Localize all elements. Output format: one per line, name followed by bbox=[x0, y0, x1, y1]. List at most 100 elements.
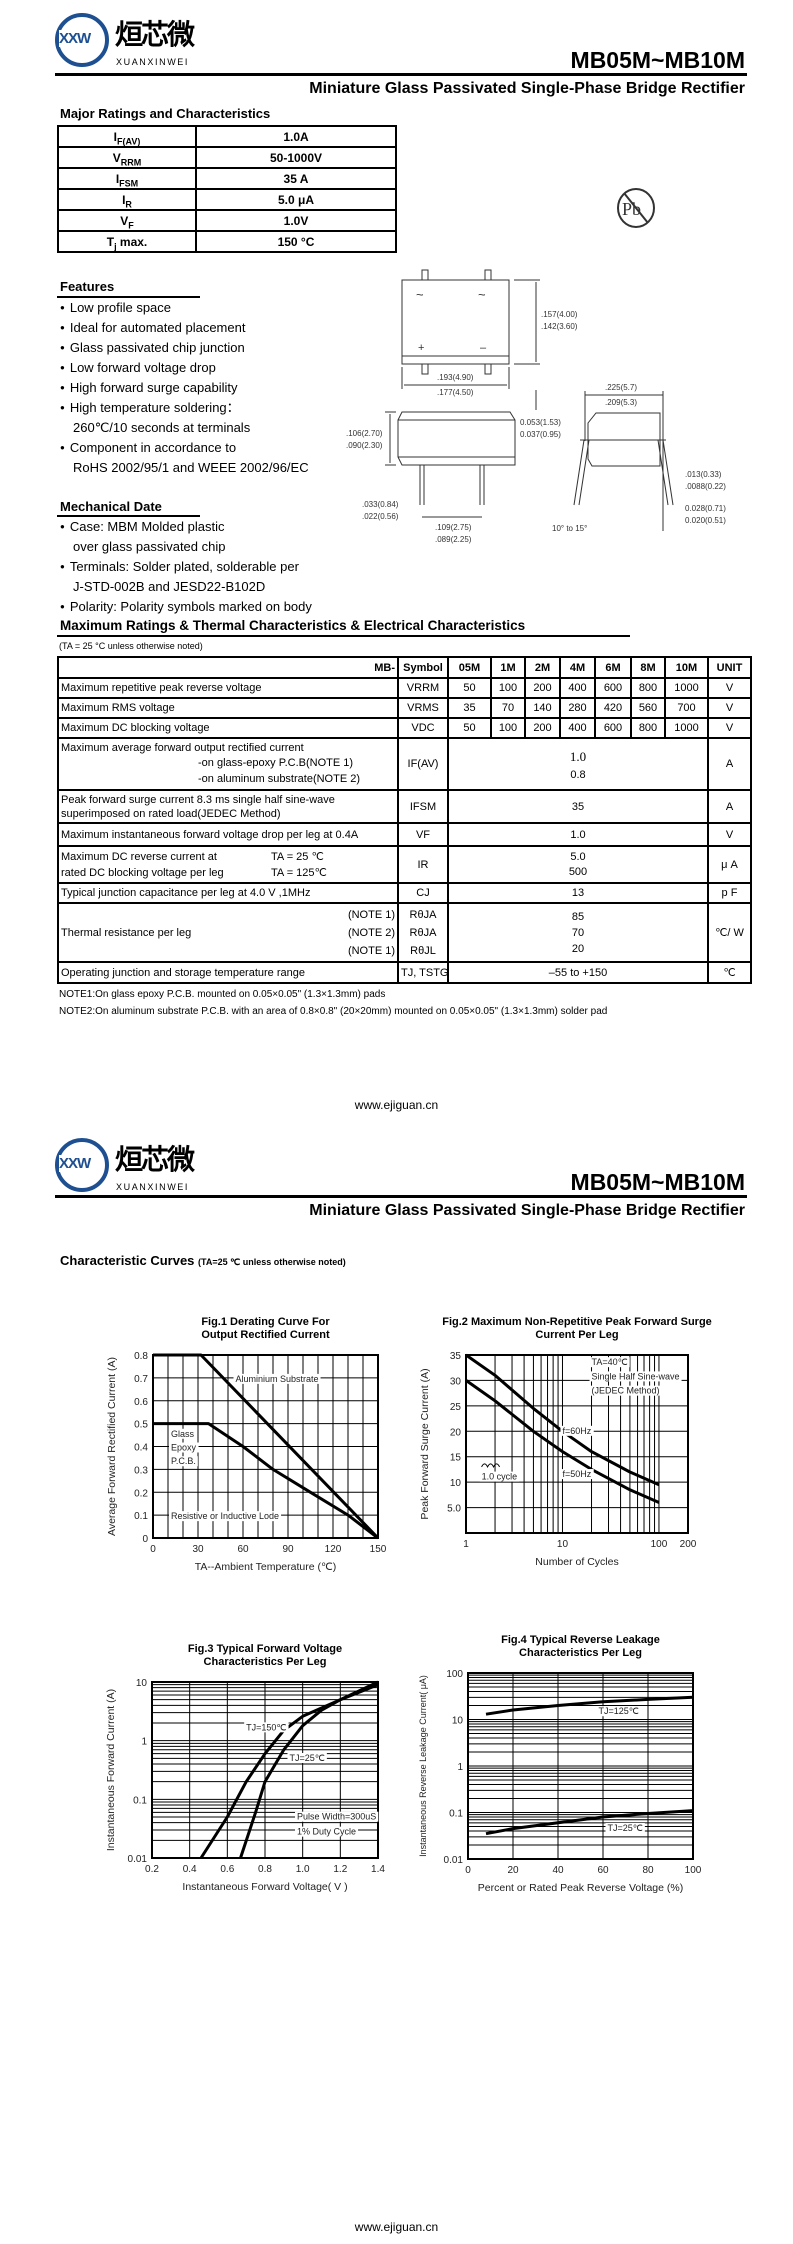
y-axis-label: Instantaneous Reverse Leakage Current( μ… bbox=[418, 1675, 428, 1857]
value-cell: 800 bbox=[630, 677, 666, 699]
value-cell: 1.0 0.8 bbox=[447, 737, 709, 791]
label-background bbox=[169, 1456, 198, 1467]
dim-standoff-min: 0.037(0.95) bbox=[520, 430, 561, 439]
footer-link[interactable]: www.ejiguan.cn bbox=[354, 2220, 439, 2234]
annotation-glass: Glass bbox=[171, 1429, 195, 1439]
logo-mark: XXW bbox=[59, 1155, 91, 1172]
mechanical-list: Case: MBM Molded plastic over glass pass… bbox=[60, 517, 312, 617]
x-tick-label: 0 bbox=[150, 1544, 156, 1555]
y-tick-label: 0.1 bbox=[133, 1795, 147, 1806]
electrical-characteristics-table: MB- Symbol 05M 1M 2M 4M 6M 8M 10M UNIT Maximum re… bbox=[57, 656, 752, 984]
fig4-reverse-leakage-chart: Fig.4 Typical Reverse LeakageCharacteris… bbox=[418, 1634, 702, 1894]
dim-height-min: .142(3.60) bbox=[541, 322, 578, 331]
major-row: Tj max. 150 °C bbox=[57, 230, 397, 253]
header-rule bbox=[55, 73, 747, 76]
major-row: IFSM 35 A bbox=[57, 167, 397, 190]
annotation-sine: Single Half Sine-wave bbox=[592, 1371, 680, 1381]
value-cell: 200 bbox=[524, 677, 561, 699]
y-tick-label: 10 bbox=[450, 1478, 462, 1489]
unit-cell: V bbox=[707, 697, 752, 719]
x-tick-label: 60 bbox=[237, 1544, 249, 1555]
y-axis-label: Instantaneous Forward Current (A) bbox=[105, 1689, 117, 1851]
x-tick-label: 1.4 bbox=[371, 1864, 385, 1875]
value-cell: 600 bbox=[594, 677, 632, 699]
unit-cell: μ A bbox=[707, 845, 752, 884]
y-tick-label: 0.2 bbox=[134, 1488, 148, 1499]
dim-lead-min: 0.020(0.51) bbox=[685, 516, 726, 525]
x-tick-label: 1 bbox=[463, 1539, 469, 1550]
unit-cell: ℃/ W bbox=[707, 902, 752, 963]
column-header: 1M bbox=[490, 656, 526, 679]
value-cell: 70 bbox=[490, 697, 526, 719]
logo-circle-icon bbox=[55, 13, 109, 67]
table-row: Maximum repetitive peak reverse voltage V… bbox=[57, 677, 752, 699]
row-subdescription: -on glass-epoxy P.C.B(NOTE 1) bbox=[198, 757, 354, 769]
feature-item: Ideal for automated placement bbox=[60, 318, 309, 338]
feature-item: High forward surge capability bbox=[60, 378, 309, 398]
symbol-cell: VF bbox=[397, 822, 449, 847]
value-cell: 280 bbox=[559, 697, 596, 719]
value-cell: 1000 bbox=[664, 717, 709, 739]
value-cell: –55 to +150 bbox=[447, 961, 709, 984]
label-background bbox=[287, 1753, 327, 1764]
svg-text:Pb: Pb bbox=[622, 199, 641, 219]
value-cell: 1.0A bbox=[195, 125, 397, 148]
header-rule bbox=[55, 1195, 747, 1198]
value-cell: 1.0V bbox=[195, 209, 397, 232]
label-background bbox=[596, 1706, 641, 1717]
label-background bbox=[169, 1428, 197, 1439]
y-tick-label: 0.7 bbox=[134, 1374, 148, 1385]
unit-cell: A bbox=[707, 789, 752, 824]
row-description: Maximum average forward output rectified… bbox=[61, 742, 304, 754]
series-label-150c: TJ=150℃ bbox=[246, 1722, 286, 1732]
company-logo: XXW 烜芯微 XUANXINWEI bbox=[55, 13, 225, 71]
feature-item: Low forward voltage drop bbox=[60, 358, 309, 378]
x-tick-label: 80 bbox=[642, 1865, 654, 1876]
major-row: IF(AV) 1.0A bbox=[57, 125, 397, 148]
x-tick-label: 120 bbox=[325, 1544, 342, 1555]
value-cell: 100 bbox=[490, 677, 526, 699]
mechanical-item: Polarity: Polarity symbols marked on bod… bbox=[60, 597, 312, 617]
y-tick-label: 0.8 bbox=[134, 1351, 148, 1362]
symbol-cell: Tj max. bbox=[57, 230, 197, 253]
dim-lead-width-max: .033(0.84) bbox=[362, 500, 399, 509]
annotation-jedec: (JEDEC Method) bbox=[592, 1386, 660, 1396]
logo-english: XUANXINWEI bbox=[116, 57, 190, 67]
chart-title-line2: Characteristics Per Leg bbox=[519, 1647, 642, 1659]
value-cell: 150 °C bbox=[195, 230, 397, 253]
symbol-cell: IF(AV) bbox=[397, 737, 449, 791]
max-ratings-underline bbox=[57, 635, 630, 637]
y-tick-label: 10 bbox=[136, 1678, 148, 1689]
dim-height-max: .157(4.00) bbox=[541, 310, 578, 319]
value-cell: 100 bbox=[490, 717, 526, 739]
value-cell: 35 bbox=[447, 697, 492, 719]
annotation-load: Resistive or Inductive Lode bbox=[171, 1511, 279, 1521]
series-label-25c: TJ=25℃ bbox=[289, 1753, 324, 1763]
table-row: Maximum instantaneous forward voltage dr… bbox=[57, 822, 752, 847]
annotation-pulse: Pulse Width=300uS bbox=[297, 1812, 376, 1822]
x-tick-label: 30 bbox=[192, 1544, 204, 1555]
feature-item: High temperature soldering： bbox=[60, 398, 309, 418]
column-header: 10M bbox=[664, 656, 709, 679]
mechanical-item: Case: MBM Molded plastic bbox=[60, 517, 312, 537]
dim-pitch-max: .109(2.75) bbox=[435, 523, 472, 532]
label-background bbox=[295, 1811, 379, 1822]
series-line-0 bbox=[485, 1695, 694, 1716]
plot-frame bbox=[152, 1354, 379, 1539]
series-line-1 bbox=[485, 1809, 694, 1836]
y-tick-label: 1 bbox=[141, 1737, 147, 1748]
label-background bbox=[295, 1826, 359, 1837]
x-tick-label: 1.0 bbox=[296, 1864, 310, 1875]
footer-link[interactable]: www.ejiguan.cn bbox=[354, 1098, 439, 1112]
label-background bbox=[233, 1373, 321, 1384]
positive-terminal-mark: + bbox=[418, 342, 424, 354]
characteristic-curves-heading: Characteristic Curves (TA=25 ℃ unless ot… bbox=[60, 1253, 346, 1268]
y-axis-label: Peak Forward Surge Current (A) bbox=[419, 1368, 431, 1519]
table-row: Operating junction and storage temperatu… bbox=[57, 961, 752, 984]
y-tick-label: 100 bbox=[446, 1669, 463, 1680]
dim-lead-thickness-min: .0088(0.22) bbox=[685, 482, 726, 491]
x-tick-label: 0 bbox=[465, 1865, 471, 1876]
features-heading: Features bbox=[60, 279, 115, 294]
y-tick-label: 0.3 bbox=[134, 1465, 148, 1476]
value-cell: 200 bbox=[524, 717, 561, 739]
